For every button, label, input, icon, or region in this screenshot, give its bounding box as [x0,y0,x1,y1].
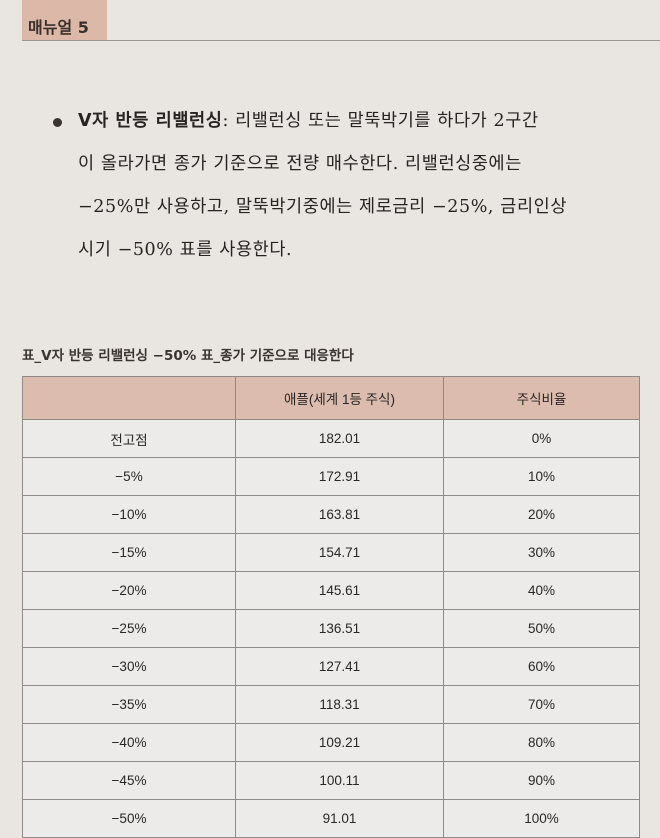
table-row: −15% 154.71 30% [22,533,640,572]
header-cell [22,376,236,420]
drop-level-cell: −40% [22,723,236,762]
price-cell: 136.51 [235,609,444,648]
drop-level-cell: −25% [22,609,236,648]
stock-ratio-cell: 50% [443,609,640,648]
body-line-2: 이 올라가면 종가 기준으로 전량 매수한다. 리밸런싱중에는 [78,154,522,174]
body-line-1: V자 반등 리밸런싱: 리밸런싱 또는 말뚝박기를 하다가 2구간 [78,100,658,143]
stock-ratio-cell: 0% [443,419,640,458]
section-header-label: 매뉴얼 5 [28,18,89,37]
table-row: 전고점 182.01 0% [22,419,640,458]
table-caption: 표_V자 반등 리밸런싱 −50% 표_종가 기준으로 대응한다 [22,348,354,364]
stock-ratio-cell: 20% [443,495,640,534]
drop-level-cell: 전고점 [22,419,236,458]
stock-ratio-cell: 90% [443,761,640,800]
table-row: −5% 172.91 10% [22,457,640,496]
drop-level-cell: −30% [22,647,236,686]
bullet-icon [53,118,62,127]
stock-ratio-cell: 80% [443,723,640,762]
stock-ratio-cell: 40% [443,571,640,610]
table-row: −50% 91.01 100% [22,799,640,838]
stock-ratio-cell: 100% [443,799,640,838]
table-header-row: 애플(세계 1등 주식) 주식비율 [22,376,640,420]
price-cell: 182.01 [235,419,444,458]
price-cell: 145.61 [235,571,444,610]
price-cell: 127.41 [235,647,444,686]
table-row: −10% 163.81 20% [22,495,640,534]
table-row: −25% 136.51 50% [22,609,640,648]
body-line-4: 시기 −50% 표를 사용한다. [78,240,293,260]
body-line-3: −25%만 사용하고, 말뚝박기중에는 제로금리 −25%, 금리인상 [78,197,568,217]
table-row: −30% 127.41 60% [22,647,640,686]
price-cell: 118.31 [235,685,444,724]
bleed-through [40,6,660,26]
rebalancing-table: 애플(세계 1등 주식) 주식비율 전고점 182.01 0% −5% 172.91 10… [22,376,640,838]
drop-level-cell: −10% [22,495,236,534]
drop-level-cell: −35% [22,685,236,724]
section-header: 매뉴얼 5 [22,0,107,40]
drop-level-cell: −45% [22,761,236,800]
drop-level-cell: −20% [22,571,236,610]
price-cell: 172.91 [235,457,444,496]
price-cell: 91.01 [235,799,444,838]
stock-ratio-cell: 30% [443,533,640,572]
table-row: −45% 100.11 90% [22,761,640,800]
price-cell: 154.71 [235,533,444,572]
drop-level-cell: −50% [22,799,236,838]
stock-ratio-cell: 60% [443,647,640,686]
header-cell: 주식비율 [443,376,640,420]
price-cell: 100.11 [235,761,444,800]
price-cell: 163.81 [235,495,444,534]
stock-ratio-cell: 70% [443,685,640,724]
header-cell: 애플(세계 1등 주식) [235,376,444,420]
drop-level-cell: −15% [22,533,236,572]
drop-level-cell: −5% [22,457,236,496]
header-rule [22,40,660,41]
table-row: −20% 145.61 40% [22,571,640,610]
table-body: 전고점 182.01 0% −5% 172.91 10% −10% 163.81 20% −15%… [22,419,640,838]
body-paragraph: V자 반등 리밸런싱: 리밸런싱 또는 말뚝박기를 하다가 2구간 이 올라가면… [78,100,658,272]
stock-ratio-cell: 10% [443,457,640,496]
table-row: −40% 109.21 80% [22,723,640,762]
body-line-1-rest: : 리밸런싱 또는 말뚝박기를 하다가 2구간 [222,111,539,131]
table-row: −35% 118.31 70% [22,685,640,724]
body-term: V자 반등 리밸런싱 [78,111,223,131]
price-cell: 109.21 [235,723,444,762]
